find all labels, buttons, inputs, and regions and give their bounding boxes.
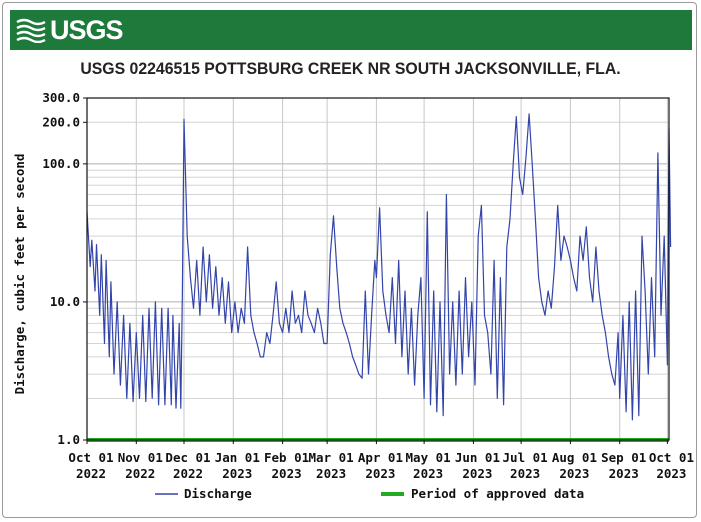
x-tick-year-label: 2023 [510,466,540,481]
plot-area [87,98,669,440]
usgs-banner: USGS [10,10,692,50]
discharge-series-line [86,113,672,421]
x-tick-label: Apr 01 [358,450,403,465]
x-tick-label: May 01 [406,450,451,465]
y-tick-label: 200.0 [42,114,80,129]
legend-discharge-label: Discharge [184,486,252,501]
x-tick-year-label: 2023 [272,466,302,481]
chart-title: USGS 02246515 POTTSBURG CREEK NR SOUTH J… [80,59,621,78]
x-tick-year-label: 2022 [125,466,155,481]
x-tick-year-label: 2023 [559,466,589,481]
x-tick-year-label: 2023 [609,466,639,481]
y-tick-label: 1.0 [57,432,80,447]
legend-approved-label: Period of approved data [411,486,584,501]
usgs-logo[interactable]: USGS [16,15,124,45]
y-tick-label: 300.0 [42,90,80,105]
x-tick-label: Feb 01 [264,450,309,465]
y-axis-label: Discharge, cubic feet per second [12,154,27,395]
x-tick-label: Sep 01 [601,450,646,465]
x-tick-label: Oct 01 [68,450,113,465]
x-tick-label: Oct 01 [649,450,694,465]
x-tick-label: Jan 01 [215,450,260,465]
usgs-logo-text: USGS [50,15,124,45]
x-tick-label: Jun 01 [455,450,500,465]
x-tick-year-label: 2022 [173,466,203,481]
plot-border [86,97,670,441]
x-tick-label: Mar 01 [309,450,354,465]
x-tick-year-label: 2023 [316,466,346,481]
x-tick-year-label: 2023 [462,466,492,481]
x-tick-label: Dec 01 [165,450,210,465]
usgs-wave-icon [16,18,46,43]
x-tick-label: Jul 01 [503,450,548,465]
y-tick-label: 100.0 [42,156,80,171]
x-tick-label: Aug 01 [552,450,597,465]
x-tick-year-label: 2023 [413,466,443,481]
x-tick-label: Nov 01 [118,450,163,465]
y-tick-label: 10.0 [50,294,80,309]
x-tick-year-label: 2023 [656,466,686,481]
x-tick-year-label: 2023 [222,466,252,481]
x-tick-year-label: 2023 [365,466,395,481]
x-tick-year-label: 2022 [76,466,106,481]
